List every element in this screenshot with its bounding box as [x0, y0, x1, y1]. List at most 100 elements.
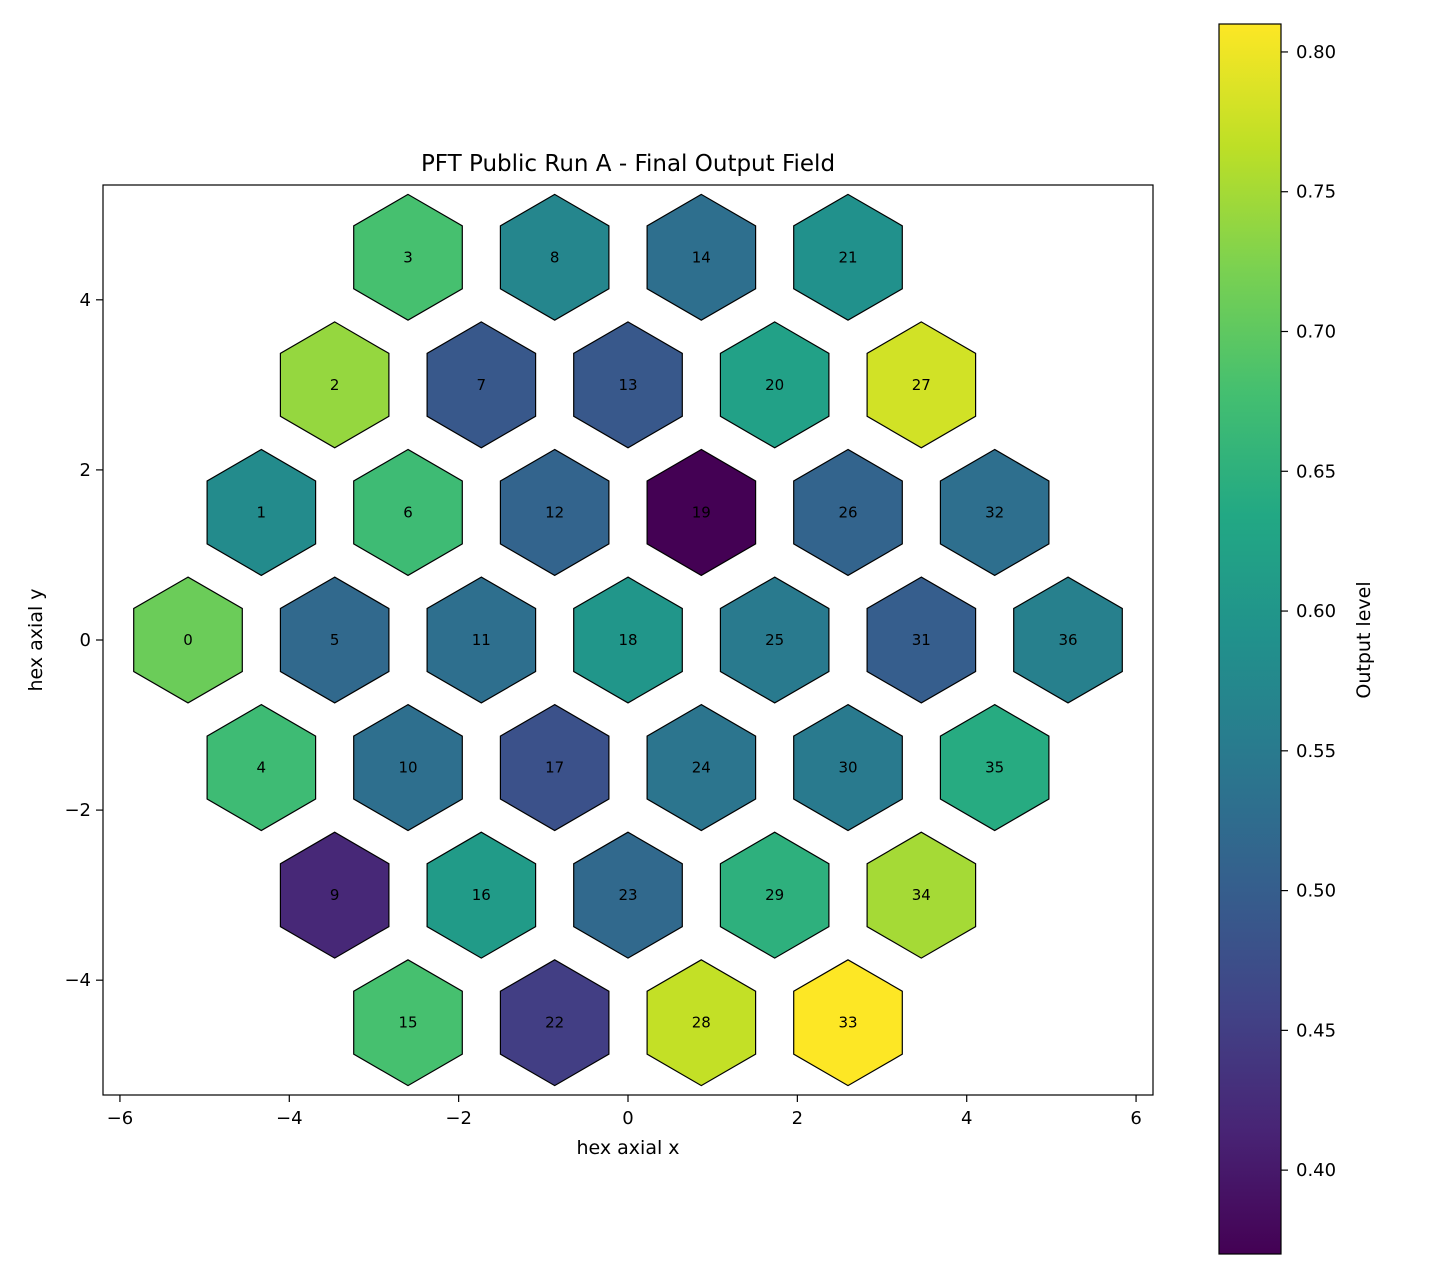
hex-label: 28: [692, 1014, 711, 1032]
hex-cell-15: 15: [353, 959, 463, 1087]
hex-label: 24: [692, 759, 711, 777]
colorbar-tick-label: 0.50: [1296, 881, 1336, 902]
hex-cell-8: 8: [499, 193, 610, 321]
hex-shape: [206, 703, 317, 832]
x-tick-label: −4: [276, 1108, 303, 1129]
y-tick-label: 0: [80, 630, 91, 651]
hex-label: 32: [985, 503, 1004, 521]
colorbar-tick-label: 0.60: [1296, 601, 1336, 622]
hex-label: 11: [472, 631, 491, 649]
hex-label: 33: [838, 1014, 857, 1032]
hex-label: 26: [838, 503, 857, 521]
colorbar-tick-label: 0.80: [1296, 42, 1336, 63]
hex-label: 36: [1058, 631, 1077, 649]
hex-cell-6: 6: [353, 448, 463, 577]
colorbar-tick-label: 0.65: [1296, 461, 1336, 482]
hex-shape: [866, 321, 977, 449]
hex-label: 25: [765, 631, 784, 649]
hex-label: 29: [765, 886, 784, 904]
hex-cell-16: 16: [426, 831, 537, 959]
colorbar-label: Output level: [1353, 581, 1375, 698]
hex-shape: [499, 448, 610, 577]
hex-cell-2: 2: [279, 321, 390, 449]
hex-label: 0: [183, 631, 193, 649]
hex-shape: [939, 703, 1050, 832]
hex-label: 35: [985, 759, 1004, 777]
y-tick-label: 2: [80, 460, 91, 481]
colorbar-gradient: [1218, 23, 1282, 1255]
hex-shape: [426, 576, 537, 704]
hex-cell-18: 18: [573, 576, 683, 704]
hex-label: 20: [765, 376, 784, 394]
hex-shape: [646, 193, 757, 321]
hex-cell-4: 4: [206, 703, 317, 832]
x-tick-label: 0: [622, 1108, 633, 1129]
x-axis: −6 −4 −2 0 2 4 6: [107, 1095, 1142, 1129]
hex-shape: [719, 321, 830, 449]
colorbar-tick-label: 0.40: [1296, 1160, 1336, 1181]
hex-label: 34: [912, 886, 931, 904]
hex-label: 27: [912, 376, 931, 394]
hex-cell-29: 29: [719, 831, 830, 959]
hex-shape: [353, 703, 463, 832]
hex-cell-20: 20: [719, 321, 830, 449]
hex-cell-10: 10: [353, 703, 463, 832]
hex-cell-28: 28: [646, 959, 757, 1087]
hex-cell-34: 34: [866, 831, 977, 959]
hex-cell-36: 36: [1013, 576, 1123, 704]
x-tick-label: −6: [107, 1108, 134, 1129]
hex-shape: [353, 448, 463, 577]
hex-shape: [426, 321, 537, 449]
hex-shape: [719, 576, 830, 704]
hex-label: 21: [838, 248, 857, 266]
hex-label: 1: [257, 503, 267, 521]
x-tick-label: 6: [1130, 1108, 1141, 1129]
hex-label: 3: [403, 248, 413, 266]
hex-shape: [1013, 576, 1123, 704]
hex-label: 12: [545, 503, 564, 521]
plot-area: 0123456789101112131415161718192021222324…: [133, 193, 1123, 1087]
hex-cell-9: 9: [279, 831, 390, 959]
x-tick-label: 2: [792, 1108, 803, 1129]
hex-cell-24: 24: [646, 703, 757, 832]
hex-label: 18: [618, 631, 637, 649]
hex-shape: [279, 576, 390, 704]
hex-cell-35: 35: [939, 703, 1050, 832]
hex-cell-23: 23: [573, 831, 683, 959]
y-tick-label: 4: [80, 290, 91, 311]
y-axis: −4 −2 0 2 4: [64, 290, 103, 991]
hex-cell-17: 17: [499, 703, 610, 832]
hex-label: 16: [472, 886, 491, 904]
hex-shape: [793, 193, 903, 321]
hex-shape: [279, 831, 390, 959]
hex-cell-30: 30: [793, 703, 903, 832]
hex-cell-19: 19: [646, 448, 757, 577]
hex-shape: [279, 321, 390, 449]
hex-cell-33: 33: [793, 959, 903, 1087]
hex-cell-27: 27: [866, 321, 977, 449]
hex-shape: [353, 193, 463, 321]
hex-label: 13: [618, 376, 637, 394]
hex-shape: [353, 959, 463, 1087]
x-tick-label: 4: [961, 1108, 972, 1129]
hex-label: 23: [618, 886, 637, 904]
hex-cell-14: 14: [646, 193, 757, 321]
hex-label: 31: [912, 631, 931, 649]
hex-label: 14: [692, 248, 711, 266]
hex-label: 15: [398, 1014, 417, 1032]
y-tick-label: −4: [64, 970, 91, 991]
hex-cell-13: 13: [573, 321, 683, 449]
hex-cell-7: 7: [426, 321, 537, 449]
hex-shape: [573, 831, 683, 959]
hex-cell-0: 0: [133, 576, 243, 704]
colorbar-tick-label: 0.75: [1296, 182, 1336, 203]
hex-shape: [866, 576, 977, 704]
colorbar-tick-label: 0.70: [1296, 322, 1336, 343]
hex-shape: [206, 448, 317, 577]
hex-cell-21: 21: [793, 193, 903, 321]
hex-shape: [719, 831, 830, 959]
x-axis-label: hex axial x: [576, 1137, 679, 1159]
hex-shape: [793, 703, 903, 832]
hex-cell-11: 11: [426, 576, 537, 704]
hex-shape: [793, 959, 903, 1087]
